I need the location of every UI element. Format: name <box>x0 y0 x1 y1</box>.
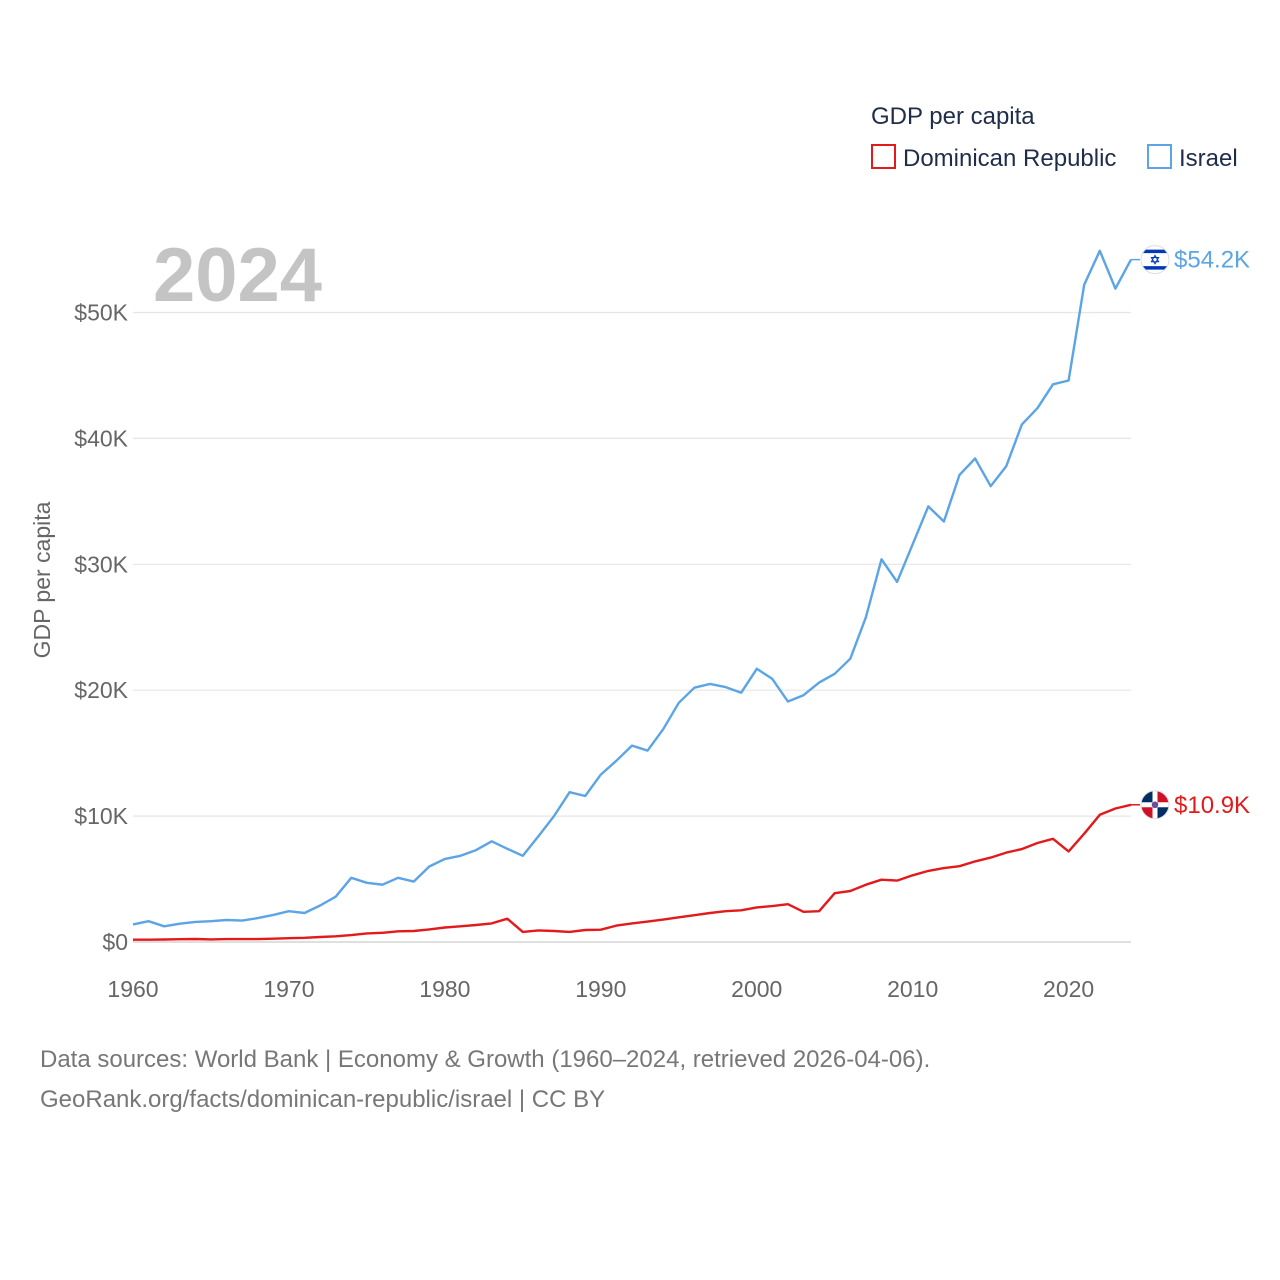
y-tick-label: $50K <box>74 300 128 326</box>
x-tick-label: 1990 <box>575 976 626 1002</box>
y-tick-label: $20K <box>74 677 128 703</box>
dominican-republic-flag-icon <box>1140 790 1170 820</box>
footer: Data sources: World Bank | Economy & Gro… <box>40 1040 930 1120</box>
grid-lines <box>133 311 1131 943</box>
legend-swatch-israel <box>1147 144 1172 169</box>
end-value-label-dominican-republic: $10.9K <box>1174 792 1250 819</box>
end-marker-israel: $54.2K <box>1131 245 1250 275</box>
x-tick-label: 2020 <box>1043 976 1094 1002</box>
y-axis-ticks: $0 $10K $20K $30K $40K $50K <box>74 300 128 956</box>
end-marker-dominican-republic: $10.9K <box>1131 790 1250 820</box>
series-end-labels: $54.2K $10.9K <box>1131 245 1250 820</box>
x-tick-label: 1980 <box>419 976 470 1002</box>
y-axis-title: GDP per capita <box>29 501 55 658</box>
y-tick-label: $40K <box>74 425 128 451</box>
y-tick-label: $30K <box>74 551 128 577</box>
x-axis-ticks: 1960 1970 1980 1990 2000 2010 2020 <box>107 976 1094 1002</box>
series-line-israel <box>132 249 1133 928</box>
legend-label-israel: Israel <box>1179 145 1238 172</box>
footer-link: GeoRank.org/facts/dominican-republic/isr… <box>40 1086 606 1113</box>
legend-title: GDP per capita <box>871 103 1035 130</box>
legend-label-dominican-republic: Dominican Republic <box>903 145 1116 172</box>
footer-sources: Data sources: World Bank | Economy & Gro… <box>40 1046 931 1073</box>
y-tick-label: $10K <box>74 803 128 829</box>
year-label: 2024 <box>153 233 322 318</box>
legend: GDP per capita Dominican Republic Israel <box>871 103 1238 172</box>
x-tick-label: 2010 <box>887 976 938 1002</box>
israel-flag-icon <box>1140 245 1170 275</box>
x-tick-label: 2000 <box>731 976 782 1002</box>
series-line-dominican-republic <box>133 803 1132 941</box>
y-tick-label: $0 <box>102 929 128 955</box>
legend-swatch-dominican-republic <box>871 144 896 169</box>
end-value-label-israel: $54.2K <box>1174 247 1250 274</box>
x-tick-label: 1960 <box>107 976 158 1002</box>
x-tick-label: 1970 <box>263 976 314 1002</box>
series-lines <box>132 249 1133 941</box>
